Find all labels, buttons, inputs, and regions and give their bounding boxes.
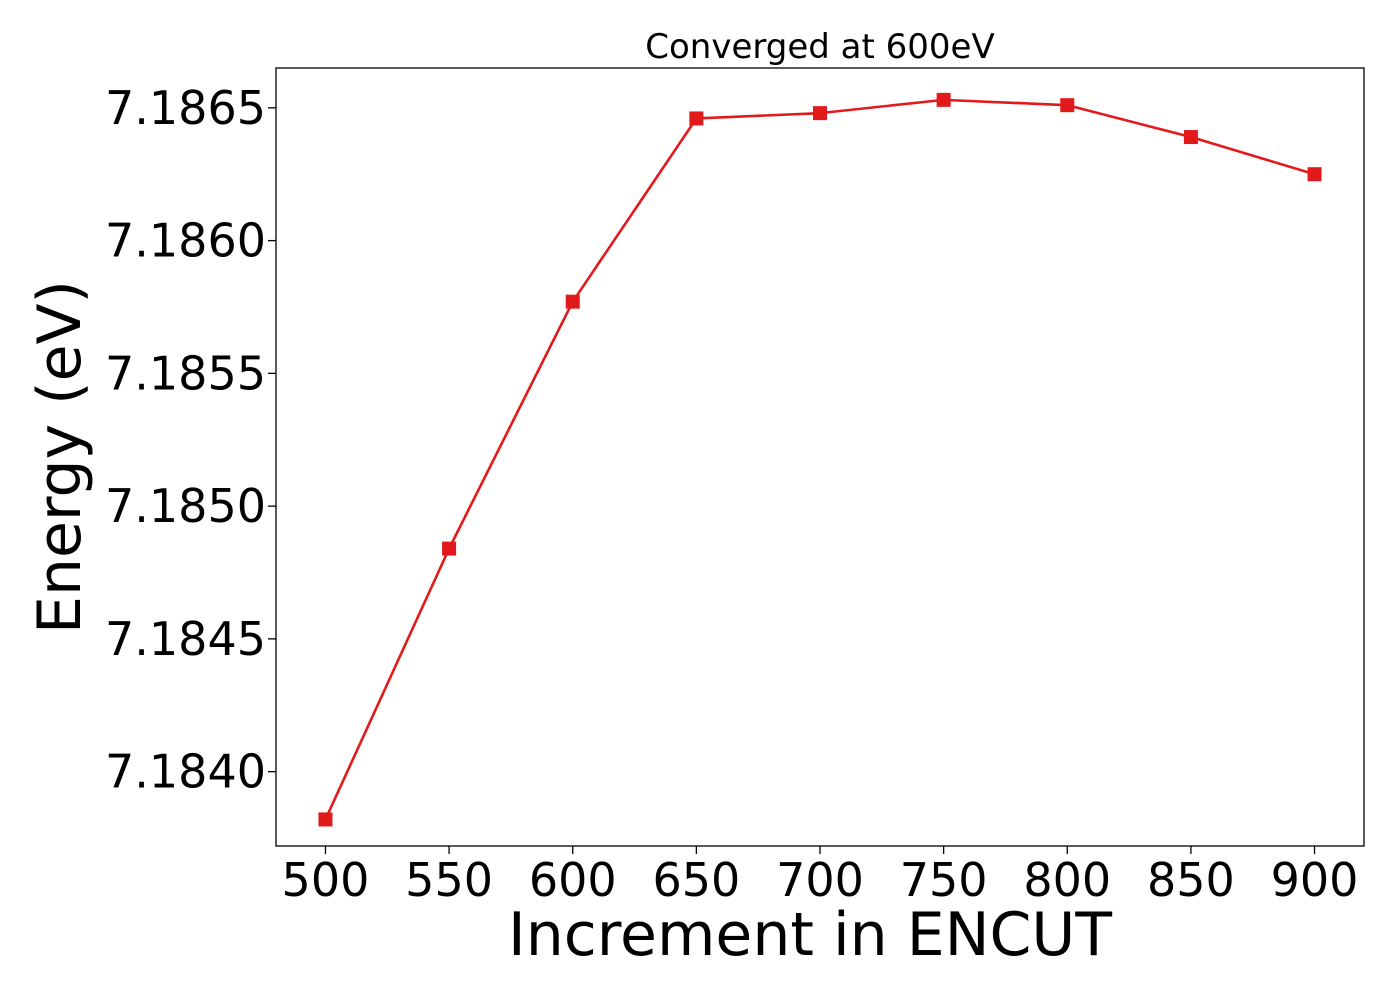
y-tick-label: 7.1855: [105, 346, 266, 400]
plot-area-frame: [275, 67, 1365, 847]
data-point-marker: [813, 106, 827, 121]
x-tick-label: 850: [1147, 853, 1235, 907]
x-tick-label: 900: [1271, 853, 1359, 907]
x-axis-ticks: 500 550 600 650 700 750 800 850 900: [282, 846, 1359, 907]
x-tick-label: 650: [652, 853, 740, 907]
data-point-marker: [565, 294, 580, 309]
x-tick-label: 800: [1023, 853, 1111, 907]
series-line: [324, 98, 1315, 820]
y-tick-label: 7.1865: [105, 81, 266, 135]
y-axis-label: Energy (eV): [25, 280, 95, 634]
data-point-marker: [318, 812, 333, 827]
y-tick-label: 7.1845: [105, 612, 266, 666]
y-tick-label: 7.1860: [105, 214, 266, 268]
y-axis-ticks: 7.1840 7.1845 7.1850 7.1855 7.1860 7.1865: [105, 81, 276, 799]
y-tick-label: 7.1850: [105, 479, 266, 533]
data-point-marker: [936, 92, 951, 107]
series-layer: [318, 92, 1322, 827]
x-tick-label: 750: [900, 853, 988, 907]
data-point-marker: [1183, 130, 1198, 145]
x-tick-label: 550: [405, 853, 493, 907]
x-axis-label: Increment in ENCUT: [508, 900, 1112, 970]
x-tick-label: 700: [776, 853, 864, 907]
data-point-marker: [689, 111, 704, 126]
data-point-marker: [442, 541, 457, 556]
x-tick-label: 500: [282, 853, 370, 907]
y-tick-label: 7.1840: [105, 745, 266, 799]
x-tick-label: 600: [529, 853, 617, 907]
chart-title: Converged at 600eV: [645, 27, 994, 67]
data-point-marker: [1307, 167, 1322, 182]
data-point-marker: [1060, 98, 1075, 113]
